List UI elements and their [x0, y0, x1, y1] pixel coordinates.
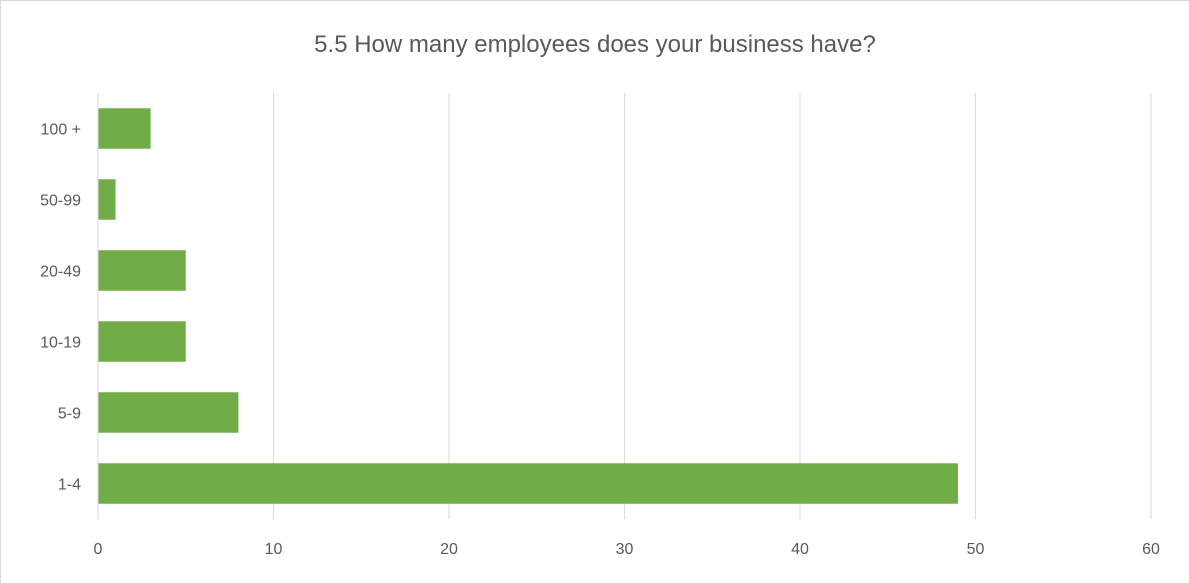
x-tick-label-30: 30: [616, 541, 634, 558]
bar-1-4: [98, 463, 958, 504]
y-tick-label-1-4: 1-4: [58, 477, 81, 494]
y-tick-label-100plus: 100 +: [41, 122, 81, 139]
bar-20-49: [98, 250, 186, 291]
y-tick-label-5-9: 5-9: [58, 406, 81, 423]
y-tick-label-50-99: 50-99: [40, 193, 81, 210]
y-tick-label-20-49: 20-49: [40, 264, 81, 281]
x-tick-label-40: 40: [791, 541, 809, 558]
x-tick-label-10: 10: [265, 541, 283, 558]
y-tick-label-10-19: 10-19: [40, 335, 81, 352]
chart-title: 5.5 How many employees does your busines…: [314, 31, 876, 58]
x-tick-label-0: 0: [94, 541, 103, 558]
bar-50-99: [98, 179, 116, 220]
bar-100plus: [98, 108, 151, 149]
bar-5-9: [98, 392, 239, 433]
x-tick-label-60: 60: [1142, 541, 1160, 558]
x-tick-label-50: 50: [967, 541, 985, 558]
x-tick-label-20: 20: [440, 541, 458, 558]
bar-10-19: [98, 321, 186, 362]
